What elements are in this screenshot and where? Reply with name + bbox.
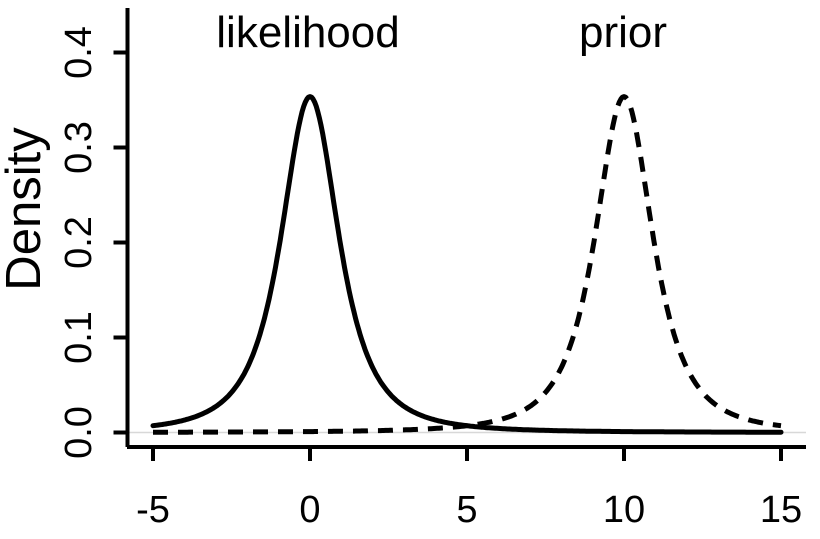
- y-tick-label: 0.2: [58, 216, 100, 269]
- y-tick-label: 0.1: [58, 311, 100, 364]
- y-axis-title: Density: [0, 127, 51, 291]
- prior-curve: [152, 94, 782, 435]
- x-tick-label: 5: [456, 489, 477, 531]
- density-curves: [150, 94, 784, 435]
- annotation-prior: prior: [579, 8, 667, 57]
- x-tick-label: 10: [603, 489, 645, 531]
- y-tick-label: 0.3: [58, 121, 100, 174]
- x-tick-label: -5: [136, 489, 170, 531]
- y-tick-label: 0.4: [58, 26, 100, 79]
- annotation-likelihood: likelihood: [216, 8, 399, 57]
- y-tick-label: 0.0: [58, 406, 100, 459]
- axes: -5 0 5 10 15 0.0 0.1 0.2 0.3 0.4: [58, 8, 806, 531]
- x-tick-label: 15: [760, 489, 802, 531]
- likelihood-curve: [150, 94, 784, 435]
- x-tick-label: 0: [299, 489, 320, 531]
